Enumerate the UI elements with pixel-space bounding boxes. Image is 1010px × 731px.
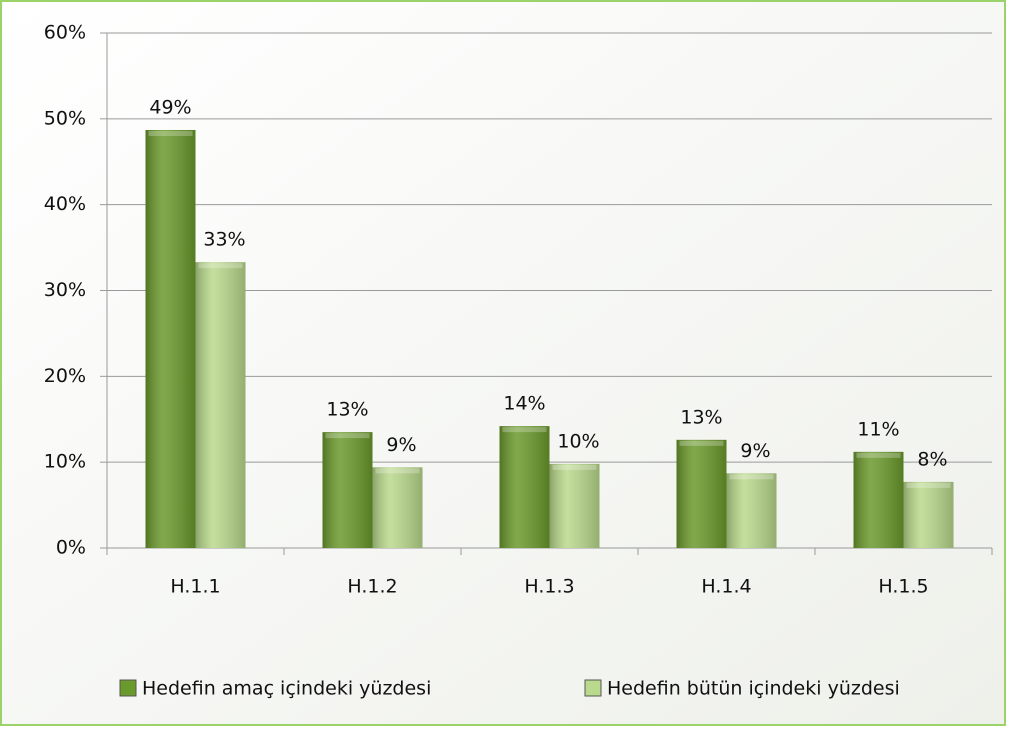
bar-cap xyxy=(856,452,901,458)
bar-cap xyxy=(729,474,774,480)
y-tick-label: 0% xyxy=(56,537,86,559)
bar-shade xyxy=(372,467,423,548)
y-tick-label: 10% xyxy=(44,451,86,473)
bar-cap xyxy=(375,468,420,474)
x-tick-label: H.1.4 xyxy=(701,576,751,598)
x-tick-label: H.1.1 xyxy=(170,576,220,598)
bar-shade xyxy=(549,463,600,548)
bar-shade xyxy=(145,129,196,548)
bar-cap xyxy=(552,464,597,470)
plot: 0% 10% 20% 30% 40% 50% 60% H.1.1 49% 33% H.1.2 13% 9… xyxy=(44,22,993,700)
data-label: 9% xyxy=(740,440,770,462)
data-label: 9% xyxy=(386,434,416,456)
y-tick-label: 60% xyxy=(44,22,86,44)
bar-shade xyxy=(903,481,954,548)
bar-shade xyxy=(195,262,246,548)
bar-cap xyxy=(148,130,193,136)
bar-shade xyxy=(322,432,373,548)
y-tick-label: 20% xyxy=(44,365,86,387)
bar-shade xyxy=(499,426,550,548)
bar-cap xyxy=(325,433,370,439)
bar-cap xyxy=(198,263,243,269)
bar-shade xyxy=(726,473,777,548)
legend-label: Hedefin bütün içindeki yüzdesi xyxy=(607,678,900,700)
bar-cap xyxy=(679,440,724,446)
legend-label: Hedefin amaç içindeki yüzdesi xyxy=(142,678,431,700)
y-tick-label: 30% xyxy=(44,279,86,301)
x-tick-label: H.1.2 xyxy=(347,576,397,598)
bar-shade xyxy=(676,439,727,548)
data-label: 11% xyxy=(857,418,899,440)
legend-swatch xyxy=(119,679,137,697)
data-label: 13% xyxy=(680,406,722,428)
bar-cap xyxy=(906,482,951,488)
x-tick-label: H.1.3 xyxy=(524,576,574,598)
legend-swatch xyxy=(584,679,602,697)
bar-shade xyxy=(853,451,904,548)
data-label: 13% xyxy=(326,399,368,421)
bar-cap xyxy=(502,427,547,433)
data-label: 49% xyxy=(149,96,191,118)
data-label: 8% xyxy=(917,448,947,470)
data-label: 14% xyxy=(503,393,545,415)
y-tick-label: 40% xyxy=(44,193,86,215)
x-tick-label: H.1.5 xyxy=(878,576,928,598)
data-label: 33% xyxy=(203,229,245,251)
y-tick-label: 50% xyxy=(44,107,86,129)
data-label: 10% xyxy=(557,430,599,452)
